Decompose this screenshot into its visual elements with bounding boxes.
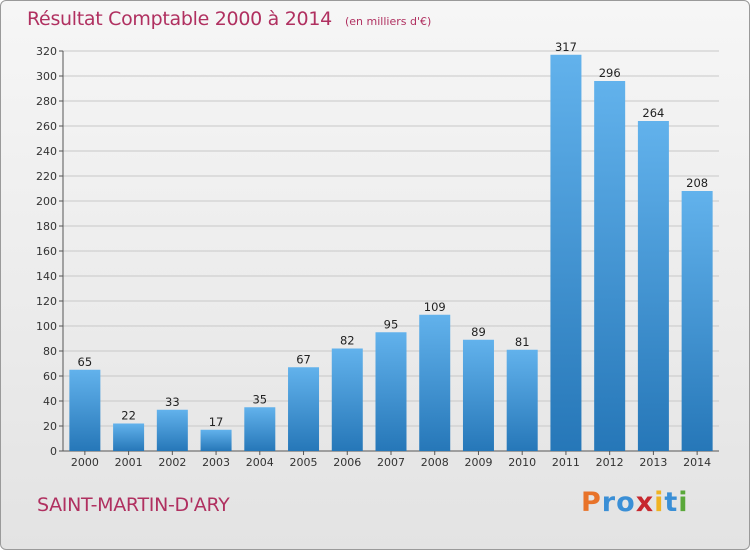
x-tick-label: 2003 (202, 456, 230, 469)
axes: 0 20 40 60 80 100 120 140 160 180 200 220 240 260 280 3… (36, 45, 719, 469)
x-tick-label: 2013 (639, 456, 667, 469)
y-tick-label: 320 (36, 45, 57, 58)
data-label: 17 (209, 415, 224, 429)
bar (69, 369, 101, 451)
data-label: 81 (515, 335, 530, 349)
y-tick-label: 120 (36, 295, 57, 308)
y-tick-label: 160 (36, 245, 57, 258)
x-tick-label: 2001 (115, 456, 143, 469)
bar (550, 54, 582, 451)
brand-letter: o (616, 487, 636, 518)
x-tick-label: 2007 (377, 456, 405, 469)
data-label: 65 (78, 355, 93, 369)
data-label: 22 (121, 409, 136, 423)
y-tick-label: 80 (43, 345, 57, 358)
data-label: 208 (686, 176, 708, 190)
data-label: 109 (424, 300, 446, 314)
title-row: Résultat Comptable 2000 à 2014 (en milli… (27, 8, 431, 30)
x-tick-label: 2012 (596, 456, 624, 469)
place-name: SAINT-MARTIN-D'ARY (37, 494, 230, 516)
y-tick-label: 200 (36, 195, 57, 208)
x-tick-label: 2006 (333, 456, 361, 469)
brand-logo: Proxiti (581, 487, 689, 518)
chart-subtitle: (en milliers d'€) (344, 15, 432, 28)
y-tick-label: 260 (36, 120, 57, 133)
brand-letter: P (581, 487, 602, 518)
data-label: 33 (165, 395, 180, 409)
x-tick-label: 2005 (290, 456, 318, 469)
bar (331, 348, 363, 451)
bars (69, 54, 713, 451)
y-tick-label: 100 (36, 320, 57, 333)
bar (244, 407, 276, 451)
y-tick-label: 180 (36, 220, 57, 233)
bar (681, 191, 713, 451)
x-tick-label: 2009 (464, 456, 492, 469)
y-tick-label: 240 (36, 145, 57, 158)
bar (594, 81, 626, 451)
labels: 65 22 33 17 35 67 82 95 109 89 81 317 296 264 208 (78, 40, 709, 429)
data-label: 264 (642, 106, 664, 120)
data-label: 67 (296, 352, 311, 366)
data-label: 317 (555, 40, 577, 54)
chart-title: Résultat Comptable 2000 à 2014 (27, 8, 332, 30)
data-label: 82 (340, 334, 355, 348)
bar (156, 409, 188, 451)
bar (506, 349, 538, 451)
y-tick-label: 140 (36, 270, 57, 283)
brand-letter: i (654, 487, 665, 518)
data-label: 296 (599, 66, 621, 80)
y-tick-label: 220 (36, 170, 57, 183)
y-tick-label: 280 (36, 95, 57, 108)
y-tick-label: 60 (43, 370, 57, 383)
y-tick-label: 300 (36, 70, 57, 83)
data-label: 89 (471, 325, 486, 339)
bar (375, 332, 407, 451)
x-tick-label: 2000 (71, 456, 99, 469)
brand-letter: r (601, 487, 617, 518)
brand-letter: x (635, 487, 655, 518)
bar (113, 423, 145, 451)
bar (419, 314, 451, 451)
x-tick-label: 2014 (683, 456, 711, 469)
x-tick-label: 2008 (421, 456, 449, 469)
x-tick-label: 2004 (246, 456, 274, 469)
x-tick-label: 2010 (508, 456, 536, 469)
bar (288, 367, 320, 451)
brand-letter: i (678, 487, 689, 518)
bar (637, 121, 669, 451)
data-label: 95 (384, 317, 399, 331)
y-tick-label: 40 (43, 395, 57, 408)
bar (200, 429, 232, 451)
bar (462, 339, 494, 451)
data-label: 35 (252, 392, 267, 406)
y-tick-label: 0 (50, 445, 57, 458)
brand-letter: t (664, 487, 679, 518)
x-tick-label: 2002 (158, 456, 186, 469)
y-tick-label: 20 (43, 420, 57, 433)
x-tick-label: 2011 (552, 456, 580, 469)
